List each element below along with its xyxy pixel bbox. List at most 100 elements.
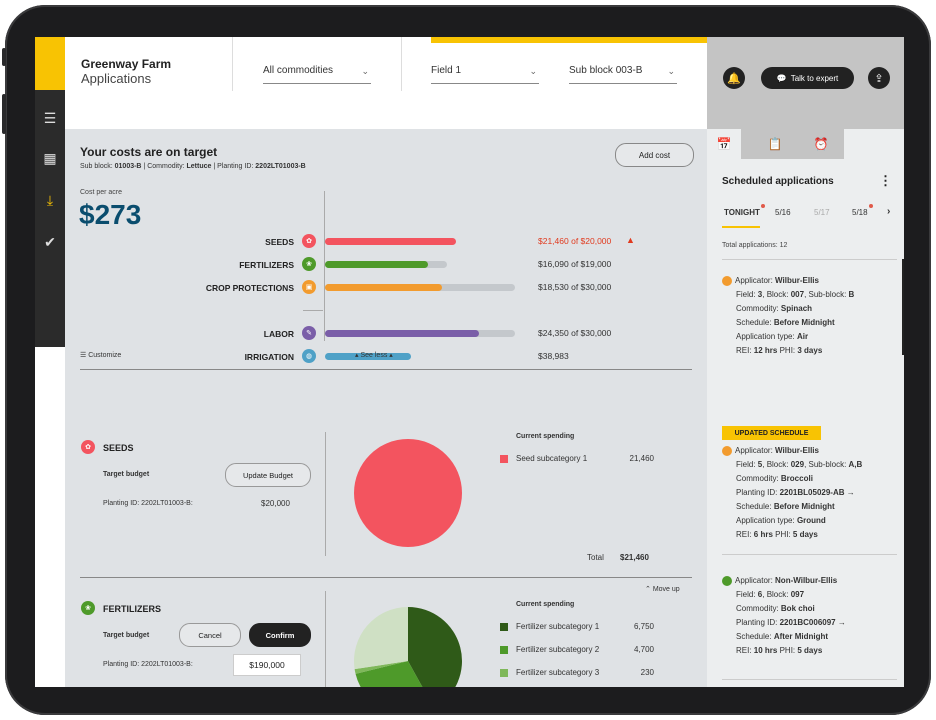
day-tab[interactable]: 5/17	[814, 208, 830, 217]
divider	[303, 310, 323, 311]
chevron-right-icon[interactable]: ›	[887, 206, 891, 217]
see-less-label: See less	[360, 352, 388, 359]
dashboard-icon[interactable]: ▦	[43, 149, 57, 166]
accent-bar	[431, 37, 737, 43]
bell-icon[interactable]: 🔔	[723, 67, 745, 89]
application-card[interactable]: Applicator: Wilbur-Ellis Field: 5, Block:…	[722, 444, 900, 542]
commodity-dropdown[interactable]: All commodities ⌄	[263, 65, 371, 84]
bar-track	[325, 284, 515, 291]
fertilizer-icon: ❀	[302, 257, 316, 271]
side-rail: ☰ ▦ ⤓ ✔	[35, 90, 65, 347]
pie-slice	[354, 661, 408, 674]
divider	[232, 37, 233, 91]
application-detail: Planting ID: 2201BC006097 →	[736, 618, 846, 627]
cost-status-title: Your costs are on target	[80, 145, 218, 159]
crop-protection-icon: ▣	[302, 280, 316, 294]
commodity-value: Lettuce	[186, 163, 212, 170]
applications-icon[interactable]: ⤓	[46, 191, 54, 208]
sub-block-value: 01003-B	[114, 163, 142, 170]
legend-value: 4,700	[633, 645, 654, 654]
divider	[722, 679, 897, 680]
cancel-button[interactable]: Cancel	[179, 623, 241, 647]
seeds-icon: ✿	[81, 440, 95, 454]
bar-label: SEEDS	[265, 237, 294, 247]
field-dropdown[interactable]: Field 1 ⌄	[431, 65, 539, 84]
notification-dot	[869, 204, 873, 208]
application-card[interactable]: Applicator: Wilbur-Ellis Field: 3, Block:…	[722, 274, 900, 358]
day-tab[interactable]: 5/16	[775, 208, 791, 217]
seeds-icon: ✿	[302, 234, 316, 248]
cost-panel: Your costs are on target Sub block: 0100…	[65, 129, 707, 687]
cost-context: Sub block: 01003-B | Commodity: Lettuce …	[80, 163, 306, 170]
application-detail: Schedule: After Midnight	[736, 632, 829, 641]
fertilizers-section-title: FERTILIZERS	[103, 604, 161, 614]
bar-fill	[325, 261, 429, 268]
legend-value: 6,750	[633, 622, 654, 631]
separator: |	[143, 163, 148, 170]
seeds-total-value: $21,460	[620, 553, 649, 562]
application-detail: Application type: Ground	[736, 516, 826, 525]
more-options-icon[interactable]: ⋮	[879, 173, 892, 188]
header-actions: 🔔 💬 Talk to expert ⇪	[707, 37, 904, 129]
application-detail: Field: 6, Block: 097	[736, 590, 805, 599]
fertilizers-pie-chart	[354, 607, 462, 687]
sub-block-label: Sub block:	[80, 163, 113, 170]
current-spending-label: Current spending	[516, 601, 575, 608]
page-title: Applications	[81, 71, 152, 86]
labor-icon: ✎	[302, 326, 316, 340]
subblock-dropdown[interactable]: Sub block 003-B ⌄	[569, 65, 677, 84]
target-budget-label: Target budget	[103, 632, 150, 639]
seeds-pie-chart	[354, 439, 462, 547]
planting-id-label: Planting ID: 2202LT01003-B:	[103, 661, 193, 668]
warning-icon: ▲	[626, 235, 635, 245]
applicator-label: Applicator:	[735, 576, 776, 585]
application-detail: Commodity: Bok choi	[736, 604, 815, 613]
scrollbar[interactable]	[902, 259, 904, 355]
application-card[interactable]: Applicator: Non-Wilbur-Ellis Field: 6, Bl…	[722, 574, 900, 658]
rail-spacer	[35, 347, 65, 687]
cost-per-acre-label: Cost per acre	[80, 189, 123, 196]
chevron-down-icon: ⌄	[667, 66, 675, 76]
irrigation-icon: ◍	[302, 349, 316, 363]
clipboard-icon[interactable]: 📋	[767, 137, 783, 151]
talk-to-expert-button[interactable]: 💬 Talk to expert	[761, 67, 854, 89]
update-budget-button[interactable]: Update Budget	[225, 463, 311, 487]
add-cost-button[interactable]: Add cost	[615, 143, 694, 167]
application-detail: Schedule: Before Midnight	[736, 502, 835, 511]
total-applications: Total applications: 12	[722, 242, 788, 249]
check-shield-icon[interactable]: ✔	[44, 233, 56, 250]
bar-track	[325, 238, 456, 245]
schedule-panel: 📅 📋 ⏰ Scheduled applications ⋮ TONIGHT 5/…	[707, 129, 904, 687]
pie-slice	[354, 607, 409, 670]
budget-input[interactable]: $190,000	[233, 654, 301, 676]
bar-label: IRRIGATION	[244, 352, 294, 362]
application-detail: REI: 6 hrs PHI: 5 days	[736, 530, 818, 539]
customize-label: Customize	[88, 352, 122, 359]
day-tab[interactable]: TONIGHT	[724, 208, 760, 217]
share-icon[interactable]: ⇪	[868, 67, 890, 89]
scheduled-apps-title: Scheduled applications	[722, 176, 834, 187]
notification-dot	[761, 204, 765, 208]
move-up-link[interactable]: ⌃ Move up	[645, 585, 680, 593]
confirm-button[interactable]: Confirm	[249, 623, 311, 647]
applicator-label: Applicator:	[735, 446, 776, 455]
day-tab[interactable]: 5/18	[852, 208, 868, 217]
planting-value: 2202LT01003-B	[255, 163, 306, 170]
legend-name: Fertilizer subcategory 2	[516, 645, 600, 654]
customize-link[interactable]: ☰ Customize	[80, 351, 121, 359]
see-less-toggle[interactable]: ▴ See less ▴	[355, 351, 393, 359]
alarm-icon[interactable]: ⏰	[813, 137, 829, 151]
bar-fill	[325, 238, 456, 245]
app-screen: ☰ ▦ ⤓ ✔ Greenway Farm Applications All c…	[35, 37, 904, 687]
calendar-icon[interactable]: 📅	[707, 129, 741, 159]
seeds-section-title: SEEDS	[103, 443, 134, 453]
menu-icon[interactable]: ☰	[43, 109, 57, 126]
farm-name: Greenway Farm	[81, 57, 172, 71]
application-detail: REI: 12 hrs PHI: 3 days	[736, 346, 823, 355]
device-button	[2, 94, 6, 134]
bar-fill	[325, 284, 443, 291]
separator: |	[213, 163, 218, 170]
cost-per-acre-value: $273	[79, 199, 142, 230]
current-spending-label: Current spending	[516, 433, 575, 440]
applicator-name: Non-Wilbur-Ellis	[775, 576, 838, 585]
